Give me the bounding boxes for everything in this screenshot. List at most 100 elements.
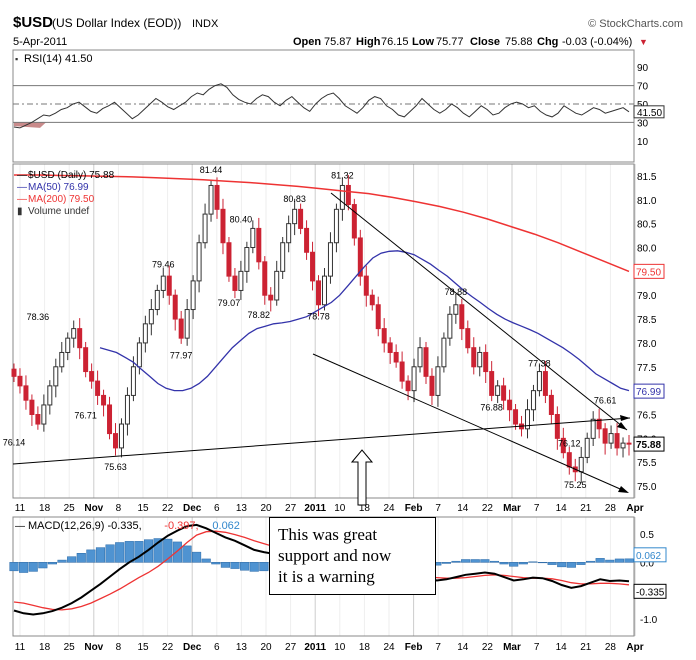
price-tick-label: 81.5 — [637, 172, 657, 183]
macd-right-label: 0.062 — [636, 551, 661, 562]
price-x-tick-label: 22 — [482, 503, 494, 514]
candle-down — [101, 394, 107, 406]
macd-panel: 0.50.0-0.5-1.00.062-0.335—MACD(12,26,9) … — [9, 516, 667, 637]
macd-histogram-bar — [470, 559, 480, 563]
candle-down — [393, 351, 399, 363]
price-x-tick-label: 21 — [580, 503, 592, 514]
macd-x-tick-label: 11 — [15, 642, 26, 653]
macd-tick-label: -1.0 — [640, 615, 658, 626]
candle-down — [626, 442, 632, 445]
price-tick-label: 79.0 — [637, 291, 657, 302]
candle-down — [11, 368, 17, 377]
high-label: High — [356, 36, 381, 48]
price-annotation-label: 81.44 — [200, 165, 223, 175]
price-legend-swatch-icon: — — [17, 170, 27, 181]
price-tick-label: 77.5 — [637, 363, 657, 374]
candle-up — [590, 418, 596, 439]
candle-up — [130, 366, 136, 396]
candle-up — [118, 423, 124, 449]
macd-x-tick-label: 7 — [435, 642, 441, 653]
candle-up — [154, 289, 160, 311]
macd-legend-icon: — — [15, 521, 25, 532]
macd-right-label: -0.335 — [636, 587, 665, 598]
macd-tick-label: 0.5 — [640, 530, 654, 541]
candle-down — [89, 371, 95, 382]
candle-down — [596, 418, 602, 430]
rsi-value-label: 41.50 — [637, 108, 662, 119]
open-label: Open — [293, 36, 321, 48]
price-x-tick-label: Nov — [84, 503, 103, 514]
candle-down — [35, 414, 41, 425]
macd-histogram-bar — [95, 547, 106, 563]
price-annotation-label: 80.83 — [283, 194, 306, 204]
candle-up — [620, 442, 626, 449]
rsi-tick-label: 70 — [637, 82, 649, 93]
candle-up — [417, 347, 423, 368]
support-trendline — [12, 417, 631, 465]
candle-up — [196, 242, 202, 282]
candle-up — [190, 280, 196, 311]
candle-up — [184, 309, 190, 339]
macd-histogram-bar — [576, 562, 586, 565]
macd-histogram-bar — [547, 562, 557, 565]
macd-histogram-bar — [537, 562, 548, 564]
candle-down — [298, 208, 304, 229]
candle-down — [614, 433, 620, 449]
macd-x-tick-label: Dec — [183, 642, 202, 653]
price-x-tick-label: 20 — [260, 503, 272, 514]
rsi-tick-label: 10 — [637, 137, 649, 148]
macd-x-tick-label: 13 — [236, 642, 248, 653]
candle-down — [226, 242, 232, 277]
macd-histogram-bar — [134, 541, 144, 563]
macd-x-tick-label: 6 — [214, 642, 220, 653]
candle-up — [280, 242, 286, 272]
macd-histogram-bar — [67, 556, 77, 563]
candle-down — [429, 375, 435, 396]
chg-label: Chg — [537, 36, 558, 48]
candle-down — [363, 275, 369, 296]
price-tick-label: 78.5 — [637, 315, 657, 326]
macd-legend-part: MACD(12,26,9) -0.335, — [28, 520, 142, 532]
price-x-tick-label: 25 — [64, 503, 76, 514]
price-x-tick-label: Feb — [405, 503, 423, 514]
candle-up — [148, 309, 154, 325]
candle-up — [608, 433, 614, 444]
ma200-line — [14, 174, 630, 273]
price-legend-swatch-icon: — — [17, 182, 27, 193]
candle-up — [453, 304, 459, 315]
macd-histogram-bar — [124, 541, 134, 563]
price-x-tick-label: Dec — [183, 503, 202, 514]
candle-down — [256, 227, 262, 263]
candle-down — [542, 371, 548, 396]
symbol-description: (US Dollar Index (EOD)) — [52, 16, 181, 30]
candle-down — [77, 328, 83, 349]
candle-down — [310, 251, 316, 282]
macd-x-tick-label: 7 — [534, 642, 540, 653]
drawn-trendlines — [12, 192, 631, 506]
price-annotation-label: 75.25 — [564, 480, 587, 490]
price-annotation-label: 78.82 — [248, 310, 271, 320]
macd-histogram-bar — [28, 562, 38, 572]
price-x-tick-label: 14 — [457, 503, 469, 514]
macd-histogram-bar — [182, 545, 192, 563]
price-annotation-label: 76.71 — [74, 410, 97, 420]
macd-histogram-bar — [47, 562, 57, 565]
candle-up — [327, 242, 333, 277]
price-annotation-label: 79.46 — [152, 259, 175, 269]
high-value: 76.15 — [381, 36, 409, 48]
macd-right-box — [633, 547, 667, 563]
price-x-tick-label: 15 — [137, 503, 149, 514]
macd-histogram-bar — [192, 551, 202, 563]
callout-line-3: it is a warning — [278, 567, 375, 586]
candle-up — [495, 385, 501, 396]
macd-x-tick-label: 14 — [556, 642, 568, 653]
macd-x-tick-label: 22 — [162, 642, 174, 653]
candle-up — [578, 456, 584, 473]
macd-histogram-bar — [509, 562, 519, 567]
callout-line-1: This was great — [278, 525, 378, 544]
exchange-label: INDX — [192, 18, 219, 30]
candle-up — [321, 275, 327, 306]
candle-down — [566, 452, 572, 468]
price-x-tick-label: 22 — [162, 503, 174, 514]
